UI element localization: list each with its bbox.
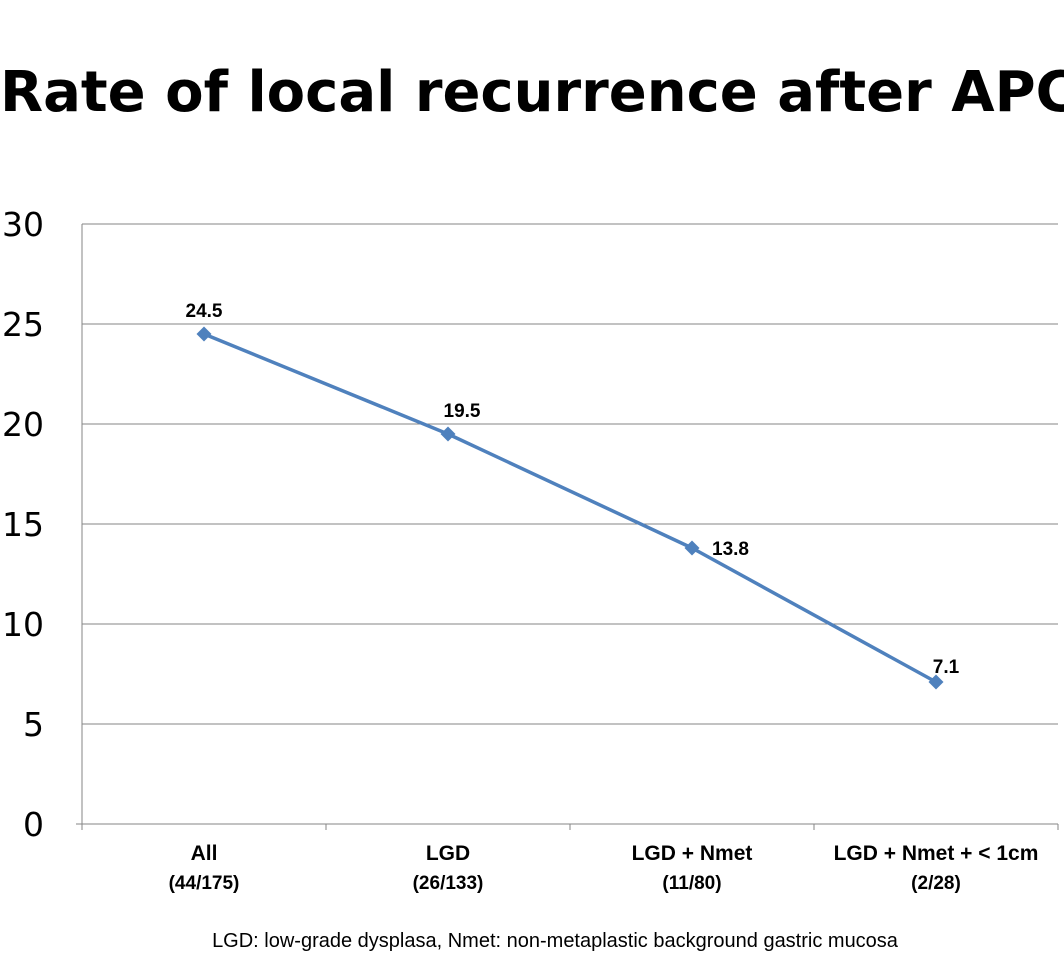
y-tick-label: 0 (23, 805, 44, 844)
x-tick-sublabel: (44/175) (169, 873, 240, 894)
x-tick-sublabel: (26/133) (413, 873, 484, 894)
y-tick-label: 15 (2, 505, 44, 544)
data-point (928, 674, 944, 690)
y-tick-label: 5 (23, 705, 44, 744)
y-tick-label: 30 (2, 205, 44, 244)
x-tick-sublabel: (2/28) (911, 873, 961, 894)
data-point (684, 540, 700, 556)
y-tick-label: 20 (2, 405, 44, 444)
chart-title: Rate of local recurrence after APC (0, 60, 1064, 125)
data-label: 7.1 (933, 657, 960, 678)
data-label: 19.5 (444, 401, 481, 422)
data-label: 24.5 (186, 301, 223, 322)
x-tick-label: LGD + Nmet + < 1cm (834, 842, 1039, 865)
x-tick-label: LGD + Nmet (632, 842, 753, 865)
data-point (440, 426, 456, 442)
footnote: LGD: low-grade dysplasa, Nmet: non-metap… (212, 930, 898, 952)
x-tick-label: All (191, 842, 218, 865)
data-label: 13.8 (712, 539, 749, 560)
x-tick-sublabel: (11/80) (662, 873, 721, 894)
data-point (196, 326, 212, 342)
y-tick-label: 25 (2, 305, 44, 344)
y-tick-label: 10 (2, 605, 44, 644)
x-tick-label: LGD (426, 842, 470, 865)
series-line (203, 332, 937, 684)
